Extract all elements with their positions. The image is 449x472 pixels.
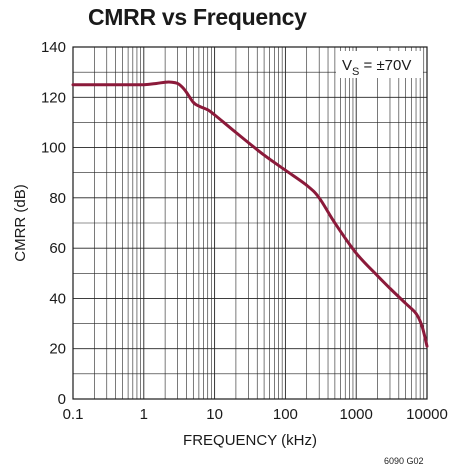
figure-code: 6090 G02	[384, 456, 424, 466]
x-tick-label: 10000	[406, 406, 448, 423]
x-tick-label: 0.1	[63, 406, 84, 423]
y-tick-label: 100	[41, 140, 66, 157]
y-tick-label: 80	[49, 190, 66, 207]
x-tick-label: 1	[140, 406, 148, 423]
series-line	[71, 80, 429, 348]
x-tick-label: 1000	[340, 406, 373, 423]
x-axis-label: FREQUENCY (kHz)	[183, 432, 317, 449]
x-tick-label: 10	[206, 406, 223, 423]
y-tick-label: 60	[49, 240, 66, 257]
plot-frame	[72, 46, 428, 400]
y-tick-label: 20	[49, 341, 66, 358]
annotation-supply-voltage: VS = ±70V	[342, 57, 411, 78]
x-tick-label: 100	[273, 406, 298, 423]
tick-labels: 0.1 1 10 100 1000 10000 0 20 40 60 80 100 120 140	[41, 39, 448, 423]
y-tick-label: 140	[41, 39, 66, 56]
curve-layer	[71, 80, 429, 348]
y-tick-label: 120	[41, 89, 66, 106]
y-tick-label: 40	[49, 290, 66, 307]
annotation-layer: VS = ±70V	[336, 51, 423, 78]
grid-lines	[72, 47, 427, 399]
y-axis-label: CMRR (dB)	[12, 184, 29, 262]
annotation-background	[336, 51, 423, 78]
chart-title: CMRR vs Frequency	[88, 4, 307, 30]
y-tick-label: 0	[58, 391, 66, 408]
